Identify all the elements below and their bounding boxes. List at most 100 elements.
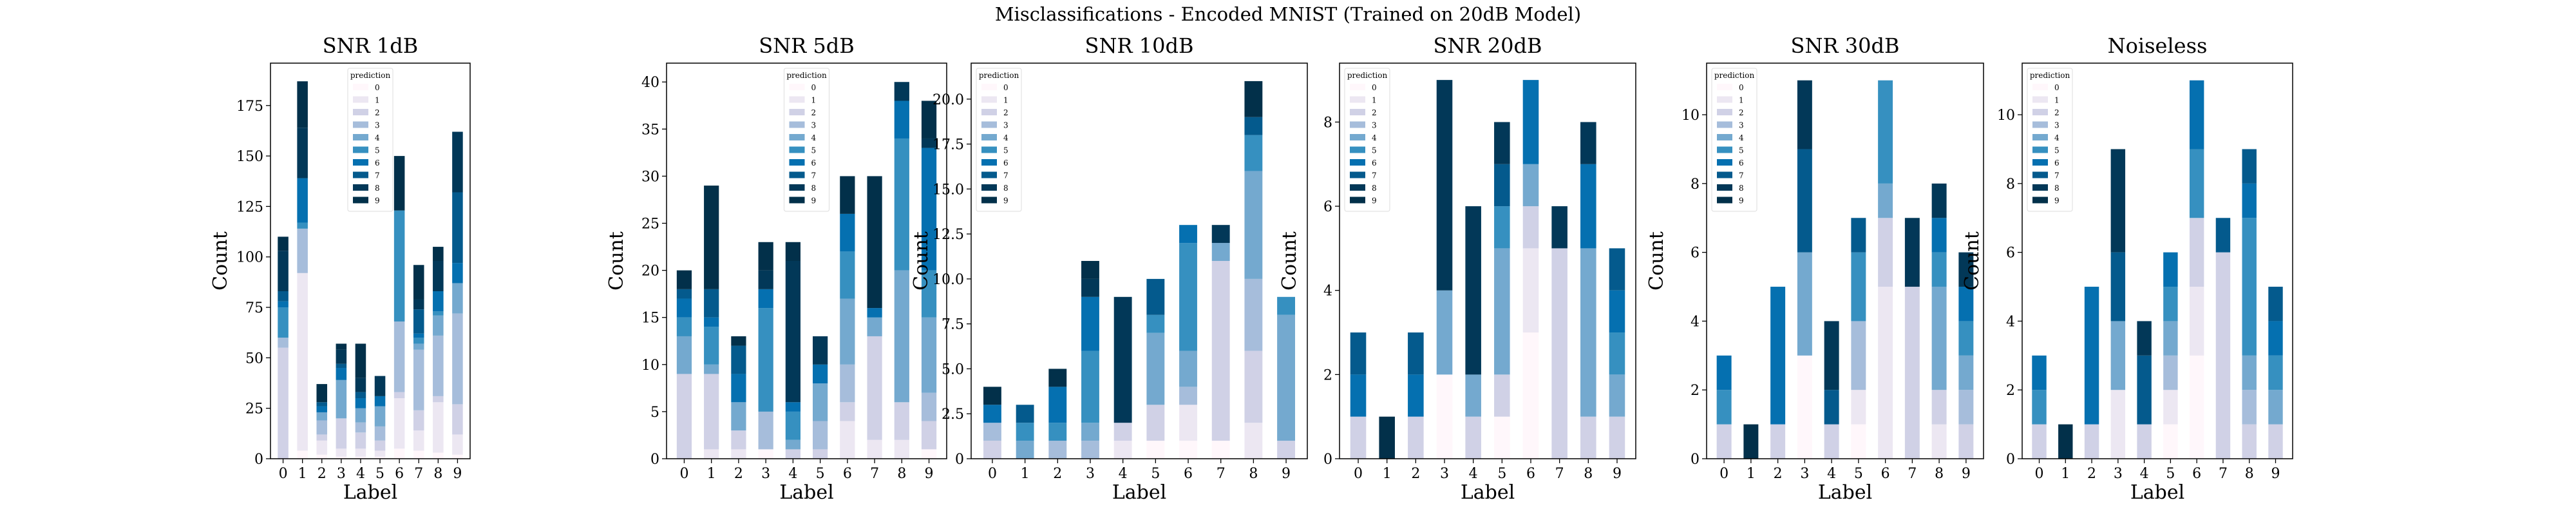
x-tick-label: 0 [279,466,288,482]
legend-swatch [1717,171,1732,178]
y-tick-label: 5.0 [942,361,964,378]
bar-segment [1350,416,1367,459]
bar-segment [355,456,366,459]
bar-segment [1494,374,1510,417]
bar-segment [452,263,463,283]
y-axis-label: Count [1961,231,1984,291]
bar-segment [1244,350,1263,423]
bar-segment [355,422,366,433]
bar-segment [1081,350,1099,423]
bar-segment [2242,390,2257,425]
bar-segment [1522,80,1539,164]
y-tick-label: 0 [254,452,263,468]
bar-segment [1851,424,1866,459]
x-tick-label: 7 [1555,466,1564,482]
y-tick-label: 4 [1690,314,1700,330]
legend-label: 5 [2054,146,2060,155]
legend: prediction 0 1 2 3 4 5 6 7 8 9 [1711,68,1757,212]
bar-segment [2242,355,2257,390]
bar-segment [1931,424,1947,459]
bar-segment [336,368,347,380]
bar-segment [433,402,444,453]
bar-segment [921,148,937,271]
bar-segment [316,406,328,412]
legend-title: prediction [786,71,827,80]
bar-segment [1770,287,1786,425]
bar-segment [355,398,366,408]
bar-segment [1716,390,1732,425]
bar-segment [433,247,444,261]
x-tick-label: 7 [414,466,423,482]
bar-segment [393,210,405,321]
bar-segment [1016,405,1034,423]
legend-swatch [1350,96,1365,103]
y-tick-label: 2 [1323,367,1332,383]
bar-segment [1904,218,1920,287]
x-axis-label: Label [1461,481,1515,504]
bar-segment [758,411,773,450]
legend-swatch [1350,84,1365,90]
figure-title: Misclassifications - Encoded MNIST (Trai… [995,3,1581,25]
x-tick-label: 4 [1827,466,1836,482]
bar-segment [1958,355,1974,390]
legend-swatch [789,184,805,191]
bar-segment [1244,171,1263,279]
bar-segment [1878,80,1893,184]
x-axis-label: Label [343,481,397,504]
bar-segment [2268,321,2283,356]
legend-label: 8 [1739,184,1744,193]
bar-segment [393,321,405,392]
legend-label: 3 [2054,121,2060,130]
y-tick-label: 40 [641,75,659,91]
bar-segment [1048,369,1067,387]
legend-swatch [789,146,805,153]
bar-segment [1494,164,1510,207]
legend-swatch [1717,121,1732,128]
y-tick-label: 0 [650,452,659,468]
legend-label: 0 [1739,83,1744,92]
legend-label: 4 [2054,133,2060,142]
bar-segment [1379,416,1395,459]
bar-segment [1146,332,1165,405]
x-tick-label: 6 [1526,466,1535,482]
bar-segment [840,421,855,459]
bar-segment [374,426,386,441]
legend-label: 3 [375,121,380,130]
bar-segment [1770,424,1786,459]
bar-segment [1797,149,1812,253]
bar-segment [1081,261,1099,279]
legend-swatch [2032,96,2048,103]
legend-swatch [2032,84,2048,90]
legend: prediction 0 1 2 3 4 5 6 7 8 9 [1344,68,1390,212]
y-tick-label: 10 [1681,108,1700,124]
chart-title: SNR 5dB [759,34,855,58]
legend-swatch [981,84,997,90]
x-tick-label: 6 [2192,466,2201,482]
x-tick-label: 3 [1086,466,1095,482]
bar-segment [1048,441,1067,459]
bar-segment [2163,321,2178,356]
bar-segment [316,384,328,403]
y-tick-label: 2.5 [942,407,964,423]
legend-label: 7 [1372,171,1377,180]
bar-segment [1522,164,1539,207]
bar-segment [758,242,773,271]
bar-segment [1494,416,1510,459]
bar-segment [297,178,308,223]
legend-swatch [1717,134,1732,140]
y-tick-label: 6 [2006,245,2015,262]
bar-segment [921,138,937,148]
bar-segment [374,450,386,457]
bar-segment [1277,441,1295,459]
y-axis-label: Count [910,231,933,291]
legend-swatch [981,134,997,140]
bar-segment [433,452,444,459]
bar-segment [1551,206,1567,249]
bar-segment [704,186,719,289]
bar-segment [1350,332,1367,375]
y-tick-label: 8 [1690,177,1700,193]
bar-segment [355,408,366,423]
bar-segment [2268,355,2283,390]
